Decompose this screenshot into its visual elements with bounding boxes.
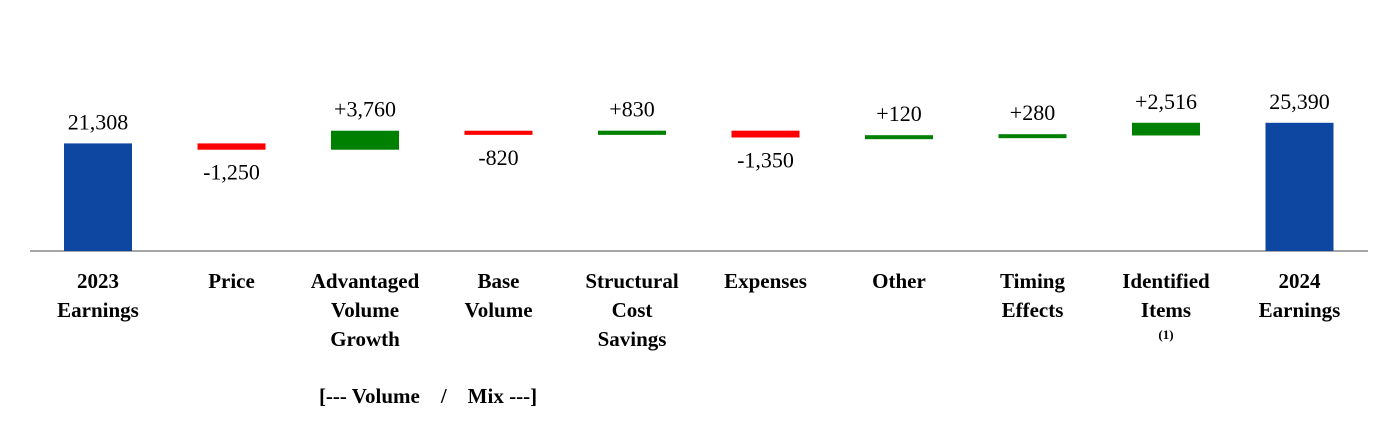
category-label-timing-effects: Timing Effects xyxy=(1000,269,1065,322)
bar-2023-earnings xyxy=(64,143,132,251)
value-label-2023-earnings: 21,308 xyxy=(68,109,129,134)
value-label-2024-earnings: 25,390 xyxy=(1269,89,1330,114)
category-label-expenses: Expenses xyxy=(724,269,807,293)
value-label-price: -1,250 xyxy=(203,160,260,185)
bar-structural-cost-savings xyxy=(598,130,666,135)
bar-price xyxy=(197,143,266,150)
value-label-base-volume: -820 xyxy=(478,145,518,170)
volume-mix-bracket-label: [--- Volume / Mix ---] xyxy=(319,384,537,408)
bar-expenses xyxy=(731,130,800,138)
category-label-other: Other xyxy=(872,269,926,293)
category-label-structural-cost-savings: Structural Cost Savings xyxy=(585,269,678,351)
category-label-identified-items: Identified Items xyxy=(1122,269,1210,322)
value-label-layer: 21,308 -1,250 +3,760 -820 +830 -1,350 +120 +280… xyxy=(68,89,1330,185)
category-label-2024-earnings: 2024 Earnings xyxy=(1259,269,1341,322)
category-label-price: Price xyxy=(208,269,255,293)
bar-2024-earnings xyxy=(1265,122,1334,252)
value-label-expenses: -1,350 xyxy=(737,147,794,172)
bar-base-volume xyxy=(464,130,533,135)
bar-timing-effects xyxy=(998,134,1067,139)
category-label-2023-earnings: 2023 Earnings xyxy=(57,269,139,322)
value-label-timing-effects: +280 xyxy=(1010,100,1055,125)
bar-layer xyxy=(64,122,1334,252)
value-label-advantaged-volume-growth: +3,760 xyxy=(334,97,396,122)
bar-identified-items xyxy=(1132,122,1200,136)
category-label-base-volume: Base Volume xyxy=(464,269,532,322)
value-label-other: +120 xyxy=(876,101,921,126)
bar-advantaged-volume-growth xyxy=(331,130,399,150)
category-label-advantaged-volume-growth: Advantaged Volume Growth xyxy=(311,269,420,351)
value-label-structural-cost-savings: +830 xyxy=(609,97,654,122)
bar-other xyxy=(865,135,933,140)
category-label-layer: 2023 Earnings Price Advantaged Volume Growth B… xyxy=(57,269,1340,351)
value-label-identified-items: +2,516 xyxy=(1135,89,1197,114)
footnote-marker-identified-items: (1) xyxy=(1158,327,1173,342)
